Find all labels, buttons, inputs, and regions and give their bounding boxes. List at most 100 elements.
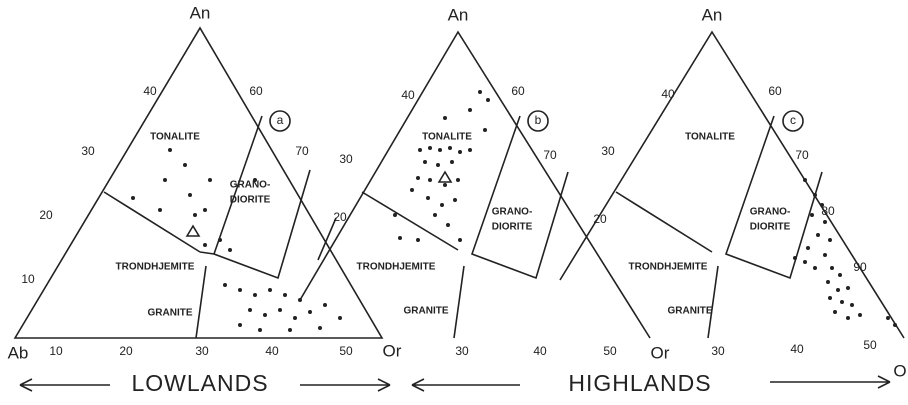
right-label: Or xyxy=(383,341,402,360)
dot xyxy=(448,146,452,150)
dot xyxy=(393,213,397,217)
tick-label: 70 xyxy=(543,148,557,162)
panel-b: An Or b TONALITE GRANO- DIORITE TRONDHJE… xyxy=(299,5,670,362)
dot xyxy=(433,213,437,217)
dot xyxy=(468,148,472,152)
dot xyxy=(813,193,817,197)
field-label: TONALITE xyxy=(150,132,200,143)
dot xyxy=(208,178,212,182)
tag-circle xyxy=(527,110,549,132)
dot xyxy=(813,266,817,270)
dot xyxy=(846,316,850,320)
apex-label: An xyxy=(702,5,723,24)
dot xyxy=(308,310,312,314)
dot xyxy=(158,208,162,212)
tick-label: 10 xyxy=(49,344,63,358)
dot xyxy=(893,323,897,327)
tick-label: 80 xyxy=(821,204,835,218)
triangle xyxy=(559,30,905,339)
field-label: GRANO- xyxy=(230,180,271,191)
dot xyxy=(820,203,824,207)
tick-label: 40 xyxy=(533,344,547,358)
dot xyxy=(478,90,482,94)
dot xyxy=(228,248,232,252)
field-lines xyxy=(103,115,311,339)
dot xyxy=(833,310,837,314)
dot xyxy=(483,128,487,132)
field-label: GRANITE xyxy=(404,306,449,317)
dot xyxy=(823,220,827,224)
dot xyxy=(826,280,830,284)
dot xyxy=(183,163,187,167)
tick-label: 40 xyxy=(401,88,415,102)
sample-dots xyxy=(393,90,490,242)
tick-label: 70 xyxy=(295,144,309,158)
dot xyxy=(318,326,322,330)
dot xyxy=(238,288,242,292)
dot xyxy=(803,260,807,264)
field-lines xyxy=(317,115,569,339)
dot xyxy=(203,243,207,247)
dot xyxy=(443,183,447,187)
dot xyxy=(458,150,462,154)
field-label: DIORITE xyxy=(492,222,533,233)
tick-label: 30 xyxy=(601,144,615,158)
tick-label: 90 xyxy=(853,260,867,274)
dot xyxy=(838,273,842,277)
tick-label: 20 xyxy=(333,210,347,224)
region-label: HIGHLANDS xyxy=(568,370,711,396)
field-label: TONALITE xyxy=(685,132,735,143)
dot xyxy=(468,108,472,112)
apex-label: An xyxy=(190,3,211,22)
right-label: O xyxy=(893,361,906,380)
footer: LOWLANDS HIGHLANDS xyxy=(19,370,891,396)
tag: c xyxy=(790,113,796,127)
dot xyxy=(456,178,460,182)
dot xyxy=(438,148,442,152)
field-label: GRANITE xyxy=(668,306,713,317)
dot xyxy=(416,176,420,180)
dot xyxy=(258,328,262,332)
dot xyxy=(223,283,227,287)
dot xyxy=(443,116,447,120)
dot xyxy=(398,236,402,240)
dot xyxy=(410,188,414,192)
tick-label: 40 xyxy=(265,344,279,358)
dot xyxy=(416,238,420,242)
tag: a xyxy=(277,113,284,127)
dot xyxy=(458,238,462,242)
field-label: DIORITE xyxy=(750,222,791,233)
tick-label: 60 xyxy=(768,84,782,98)
arrow xyxy=(19,378,110,392)
apex-label: An xyxy=(448,5,469,24)
dot xyxy=(850,303,854,307)
arrow xyxy=(770,375,891,389)
dot xyxy=(823,253,827,257)
dot xyxy=(846,286,850,290)
tick-label: 30 xyxy=(195,344,209,358)
dot xyxy=(806,246,810,250)
tick-label: 40 xyxy=(790,342,804,356)
field-label: TONALITE xyxy=(422,132,472,143)
tick-label: 40 xyxy=(143,84,157,98)
dot xyxy=(453,198,457,202)
dot xyxy=(203,208,207,212)
dot xyxy=(428,146,432,150)
tag-circle xyxy=(269,110,291,132)
marker xyxy=(437,170,453,183)
dot xyxy=(293,316,297,320)
left-label: Ab xyxy=(8,343,29,362)
right-label: Or xyxy=(651,343,670,362)
dot xyxy=(810,213,814,217)
tick-label: 50 xyxy=(603,344,617,358)
marker xyxy=(185,224,201,237)
dot xyxy=(486,98,490,102)
field-label: DIORITE xyxy=(230,195,271,206)
triangle xyxy=(13,26,384,339)
tick-label: 50 xyxy=(339,344,353,358)
dot xyxy=(793,256,797,260)
dot xyxy=(263,313,267,317)
dot xyxy=(450,160,454,164)
dot xyxy=(418,148,422,152)
